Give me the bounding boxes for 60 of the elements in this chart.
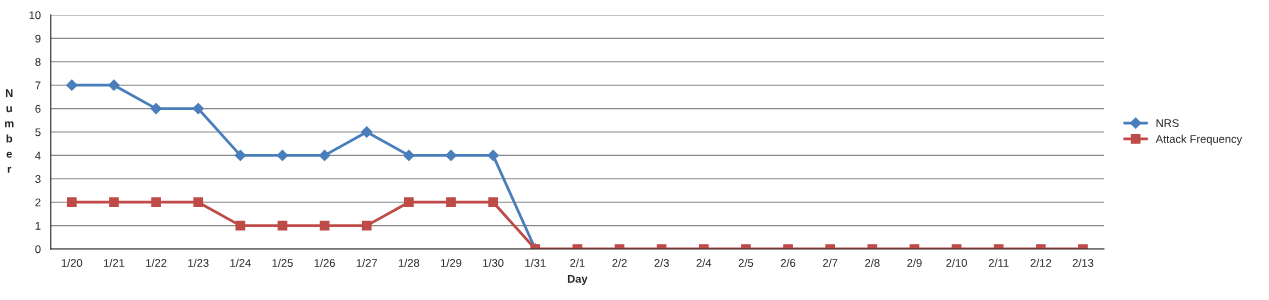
point (361, 126, 373, 138)
x-tick-label: 1/26 (314, 258, 335, 267)
point (235, 220, 246, 231)
x-tick-label: 2/2 (612, 258, 627, 267)
x-axis-title: Day (567, 275, 588, 285)
x-tick-label: 1/30 (483, 258, 504, 267)
x-tick-label: 2/6 (780, 258, 796, 267)
point (319, 149, 331, 162)
x-tick-label: 2/3 (654, 258, 669, 267)
y-tick-label: 1 (35, 221, 41, 230)
x-tick-label: 1/20 (61, 258, 83, 267)
y-tick-label: 10 (29, 11, 41, 20)
x-tick-label: 1/24 (230, 258, 251, 267)
y-axis-title: Number (5, 89, 14, 173)
x-tick-label: 1/22 (146, 258, 167, 267)
point (446, 197, 456, 208)
y-tick-label: 2 (35, 198, 41, 207)
y-tick-label: 5 (35, 128, 41, 137)
x-tick-label: 1/21 (103, 258, 125, 267)
x-tick-label: 1/27 (356, 258, 377, 267)
y-tick-label: 6 (35, 104, 41, 113)
y-tick-label: 7 (35, 81, 41, 90)
y-tick-label: 0 (35, 245, 41, 254)
point (487, 149, 499, 162)
x-tick-label: 1/28 (398, 258, 420, 267)
point (403, 149, 415, 162)
x-tick-label: 1/29 (441, 258, 462, 267)
point (404, 197, 414, 208)
x-tick-label: 2/9 (907, 258, 922, 267)
y-tick-label: 4 (35, 151, 41, 160)
y-tick-label: 9 (35, 34, 41, 43)
x-tick-label: 2/11 (988, 258, 1009, 267)
point (66, 197, 77, 208)
point (445, 149, 457, 162)
point (361, 220, 372, 231)
x-tick-label: 2/10 (946, 258, 967, 267)
x-tick-label: 2/7 (823, 258, 838, 267)
point (109, 197, 119, 208)
point (192, 102, 204, 115)
point (488, 197, 498, 208)
x-tick-label: 1/25 (272, 258, 293, 267)
point (151, 197, 161, 208)
x-tick-label: 2/12 (1030, 258, 1052, 267)
point (108, 79, 120, 91)
point (193, 197, 204, 208)
x-tick-label: 2/4 (696, 258, 712, 267)
x-tick-label: 2/13 (1072, 258, 1094, 267)
x-tick-label: 2/1 (570, 258, 585, 267)
x-tick-label: 1/23 (188, 258, 209, 267)
point (66, 79, 78, 91)
y-tick-label: 8 (35, 58, 41, 66)
legend-label: Attack Frequency (1155, 134, 1243, 146)
x-tick-label: 2/8 (865, 258, 880, 267)
x-tick-label: 1/31 (525, 258, 546, 267)
point (150, 102, 162, 115)
point (234, 149, 246, 162)
point (276, 149, 289, 162)
y-tick-label: 3 (35, 175, 41, 183)
legend-label: NRS (1156, 119, 1179, 128)
x-tick-label: 2/5 (738, 258, 754, 267)
